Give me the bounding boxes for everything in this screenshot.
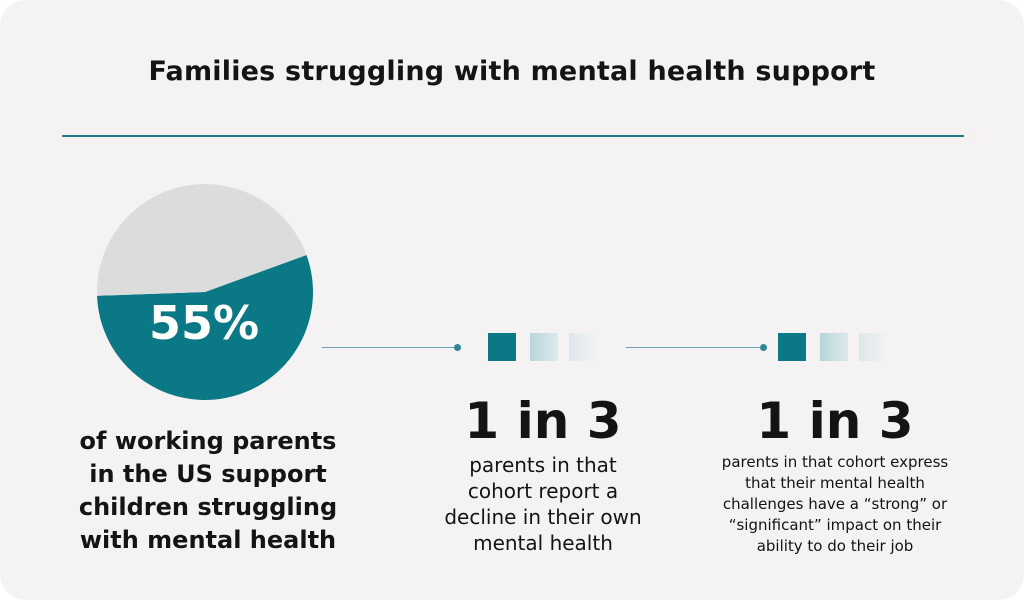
indicator-square-filled: [488, 333, 516, 361]
page-title: Families struggling with mental health s…: [148, 56, 876, 87]
stat-2-line: decline in their own: [444, 505, 642, 529]
pie-percent-label: 55%: [149, 296, 259, 350]
indicator-square-medium: [820, 333, 848, 361]
stat-2-line: mental health: [473, 531, 613, 555]
stat-2-description: parents in that cohort report a decline …: [418, 452, 668, 556]
stat-2-line: parents in that: [469, 453, 617, 477]
title-divider: [62, 135, 964, 137]
connector-line-1: [322, 347, 455, 348]
stat-1-line: children struggling: [78, 493, 338, 521]
pie-slice-highlight: [97, 255, 313, 400]
stat-1-line: in the US support: [89, 460, 327, 488]
stat-3-line: ability to do their job: [756, 537, 914, 555]
pie-slice-rest: [96, 184, 307, 296]
stat-3-line: challenges have a “strong” or: [722, 495, 948, 513]
stat-3-description: parents in that cohort express that thei…: [693, 452, 977, 557]
pie-chart: 55%: [96, 184, 313, 400]
stat-3-line: “significant” impact on their: [728, 516, 942, 534]
connector-dot-2: [760, 344, 767, 351]
indicator-square-filled: [778, 333, 806, 361]
connector-dot-1: [454, 344, 461, 351]
stat-1-line: with mental health: [79, 526, 337, 554]
stat-1-description: of working parents in the US support chi…: [58, 425, 358, 557]
indicator-square-light: [859, 333, 887, 361]
indicator-square-light: [569, 333, 597, 361]
stat-2-line: cohort report a: [467, 479, 619, 503]
stat-2-value: 1 in 3: [464, 392, 622, 450]
stat-3-line: that their mental health: [745, 474, 925, 492]
connector-line-2: [626, 347, 761, 348]
indicator-square-medium: [530, 333, 558, 361]
stat-3-line: parents in that cohort express: [721, 453, 949, 471]
stat-1-line: of working parents: [79, 427, 337, 455]
stat-3-value: 1 in 3: [756, 392, 914, 450]
